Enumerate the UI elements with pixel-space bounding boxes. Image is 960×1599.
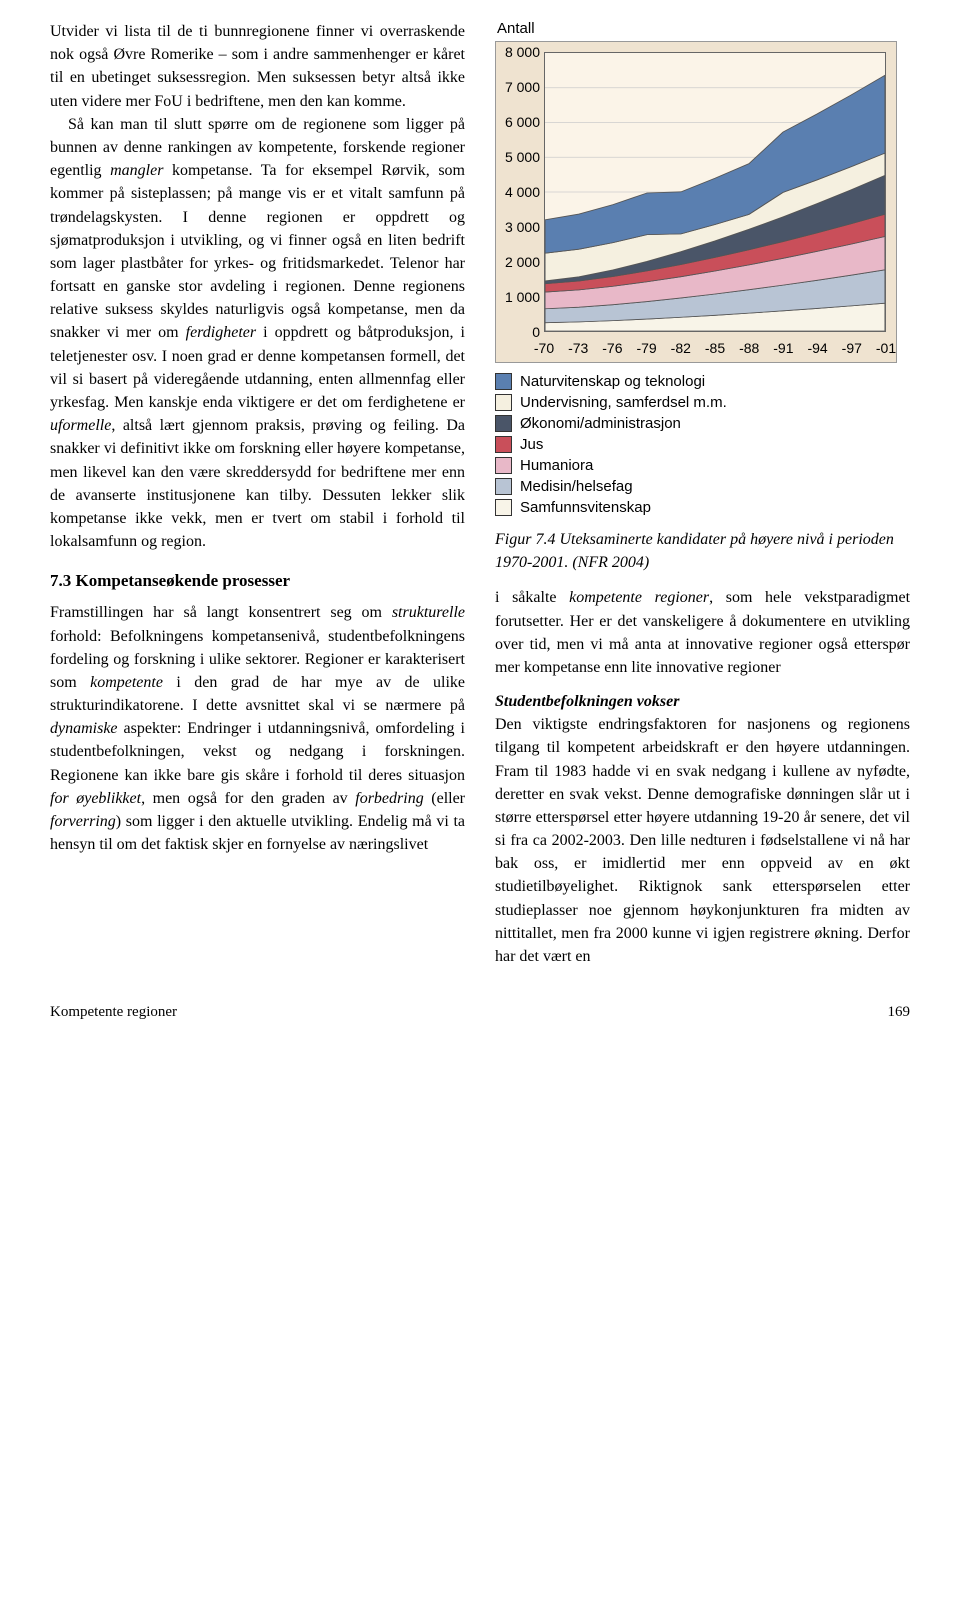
chart-xtick: -94	[807, 340, 827, 356]
chart-ytick: 4 000	[505, 184, 540, 200]
legend-swatch	[495, 373, 512, 390]
legend-label: Jus	[520, 436, 543, 453]
legend-swatch	[495, 457, 512, 474]
chart-ytick: 7 000	[505, 79, 540, 95]
legend-item: Naturvitenskap og teknologi	[495, 373, 910, 390]
body-paragraph: i såkalte kompetente regioner, som hele …	[495, 586, 910, 679]
chart-xtick: -91	[773, 340, 793, 356]
text-italic: forbedring	[355, 790, 423, 807]
text-italic: kompetente	[90, 674, 163, 691]
left-column: Utvider vi lista til de ti bunnregionene…	[50, 20, 465, 968]
chart-xtick: -01	[876, 340, 896, 356]
legend-swatch	[495, 415, 512, 432]
figure-caption: Figur 7.4 Uteksaminerte kandidater på hø…	[495, 528, 910, 574]
chart-canvas: 8 000 7 000 6 000 5 000 4 000 3 000 2 000 1 000…	[495, 41, 897, 363]
chart-ytick: 1 000	[505, 289, 540, 305]
legend-item: Medisin/helsefag	[495, 478, 910, 495]
text-run: , altså lært gjennom praksis, prøving og…	[50, 417, 465, 550]
text-italic: strukturelle	[392, 604, 465, 621]
legend-swatch	[495, 499, 512, 516]
chart-xtick: -82	[671, 340, 691, 356]
chart-xtick: -70	[534, 340, 554, 356]
text-italic: ferdigheter	[186, 324, 257, 341]
footer-chapter-title: Kompetente regioner	[50, 1004, 177, 1021]
legend-label: Undervisning, samferdsel m.m.	[520, 394, 727, 411]
subsection-heading: Studentbefolkningen vokser	[495, 693, 910, 711]
chart-y-axis-title: Antall	[497, 20, 910, 37]
body-paragraph: Så kan man til slutt spørre om de region…	[50, 113, 465, 554]
text-run: kompetanse. Ta for eksempel Rørvik, som …	[50, 162, 465, 341]
body-paragraph: Den viktigste endringsfaktoren for nasjo…	[495, 713, 910, 968]
legend-swatch	[495, 394, 512, 411]
chart-xtick: -88	[739, 340, 759, 356]
spacer	[495, 679, 910, 693]
chart-ytick: 5 000	[505, 149, 540, 165]
legend-item: Humaniora	[495, 457, 910, 474]
text-run: Utvider vi lista til de ti bunnregionene…	[50, 23, 465, 110]
chart-xtick: -73	[568, 340, 588, 356]
text-italic: for øyeblikket	[50, 790, 141, 807]
text-run: (eller	[424, 790, 465, 807]
text-run: Framstillingen har så langt konsentrert …	[50, 604, 392, 621]
legend-swatch	[495, 478, 512, 495]
chart-ytick: 8 000	[505, 44, 540, 60]
chart-xtick: -76	[602, 340, 622, 356]
legend-swatch	[495, 436, 512, 453]
chart-ytick: 2 000	[505, 254, 540, 270]
legend-label: Naturvitenskap og teknologi	[520, 373, 705, 390]
text-run: , men også for den graden av	[141, 790, 355, 807]
text-italic: dynamiske	[50, 720, 118, 737]
chart-ytick: 6 000	[505, 114, 540, 130]
legend-label: Økonomi/administrasjon	[520, 415, 681, 432]
legend-item: Økonomi/administrasjon	[495, 415, 910, 432]
chart-xtick: -79	[636, 340, 656, 356]
chart-svg	[545, 53, 885, 331]
text-italic: mangler	[110, 162, 163, 179]
chart-plot-area	[544, 52, 886, 332]
legend-item: Samfunnsvitenskap	[495, 499, 910, 516]
section-heading: 7.3 Kompetanseøkende prosesser	[50, 571, 465, 591]
page: Utvider vi lista til de ti bunnregionene…	[0, 0, 960, 1051]
right-column: Antall 8 000 7 000 6 000 5 000 4 000 3 000 2 0…	[495, 20, 910, 968]
legend-label: Medisin/helsefag	[520, 478, 633, 495]
text-italic: forverring	[50, 813, 116, 830]
legend-item: Undervisning, samferdsel m.m.	[495, 394, 910, 411]
chart-xtick: -97	[842, 340, 862, 356]
body-paragraph: Framstillingen har så langt konsentrert …	[50, 601, 465, 856]
chart-xtick: -85	[705, 340, 725, 356]
legend-item: Jus	[495, 436, 910, 453]
chart-ytick: 3 000	[505, 219, 540, 235]
text-italic: kompetente regioner	[569, 589, 709, 606]
page-footer: Kompetente regioner 169	[50, 1004, 910, 1021]
body-paragraph: Utvider vi lista til de ti bunnregionene…	[50, 20, 465, 113]
chart-legend: Naturvitenskap og teknologi Undervisning,…	[495, 373, 910, 516]
two-column-layout: Utvider vi lista til de ti bunnregionene…	[50, 20, 910, 968]
footer-page-number: 169	[888, 1004, 911, 1021]
text-italic: uformelle	[50, 417, 111, 434]
legend-label: Humaniora	[520, 457, 593, 474]
chart-figure: Antall 8 000 7 000 6 000 5 000 4 000 3 000 2 0…	[495, 20, 910, 516]
text-run: i såkalte	[495, 589, 569, 606]
chart-ytick: 0	[532, 324, 540, 340]
legend-label: Samfunnsvitenskap	[520, 499, 651, 516]
